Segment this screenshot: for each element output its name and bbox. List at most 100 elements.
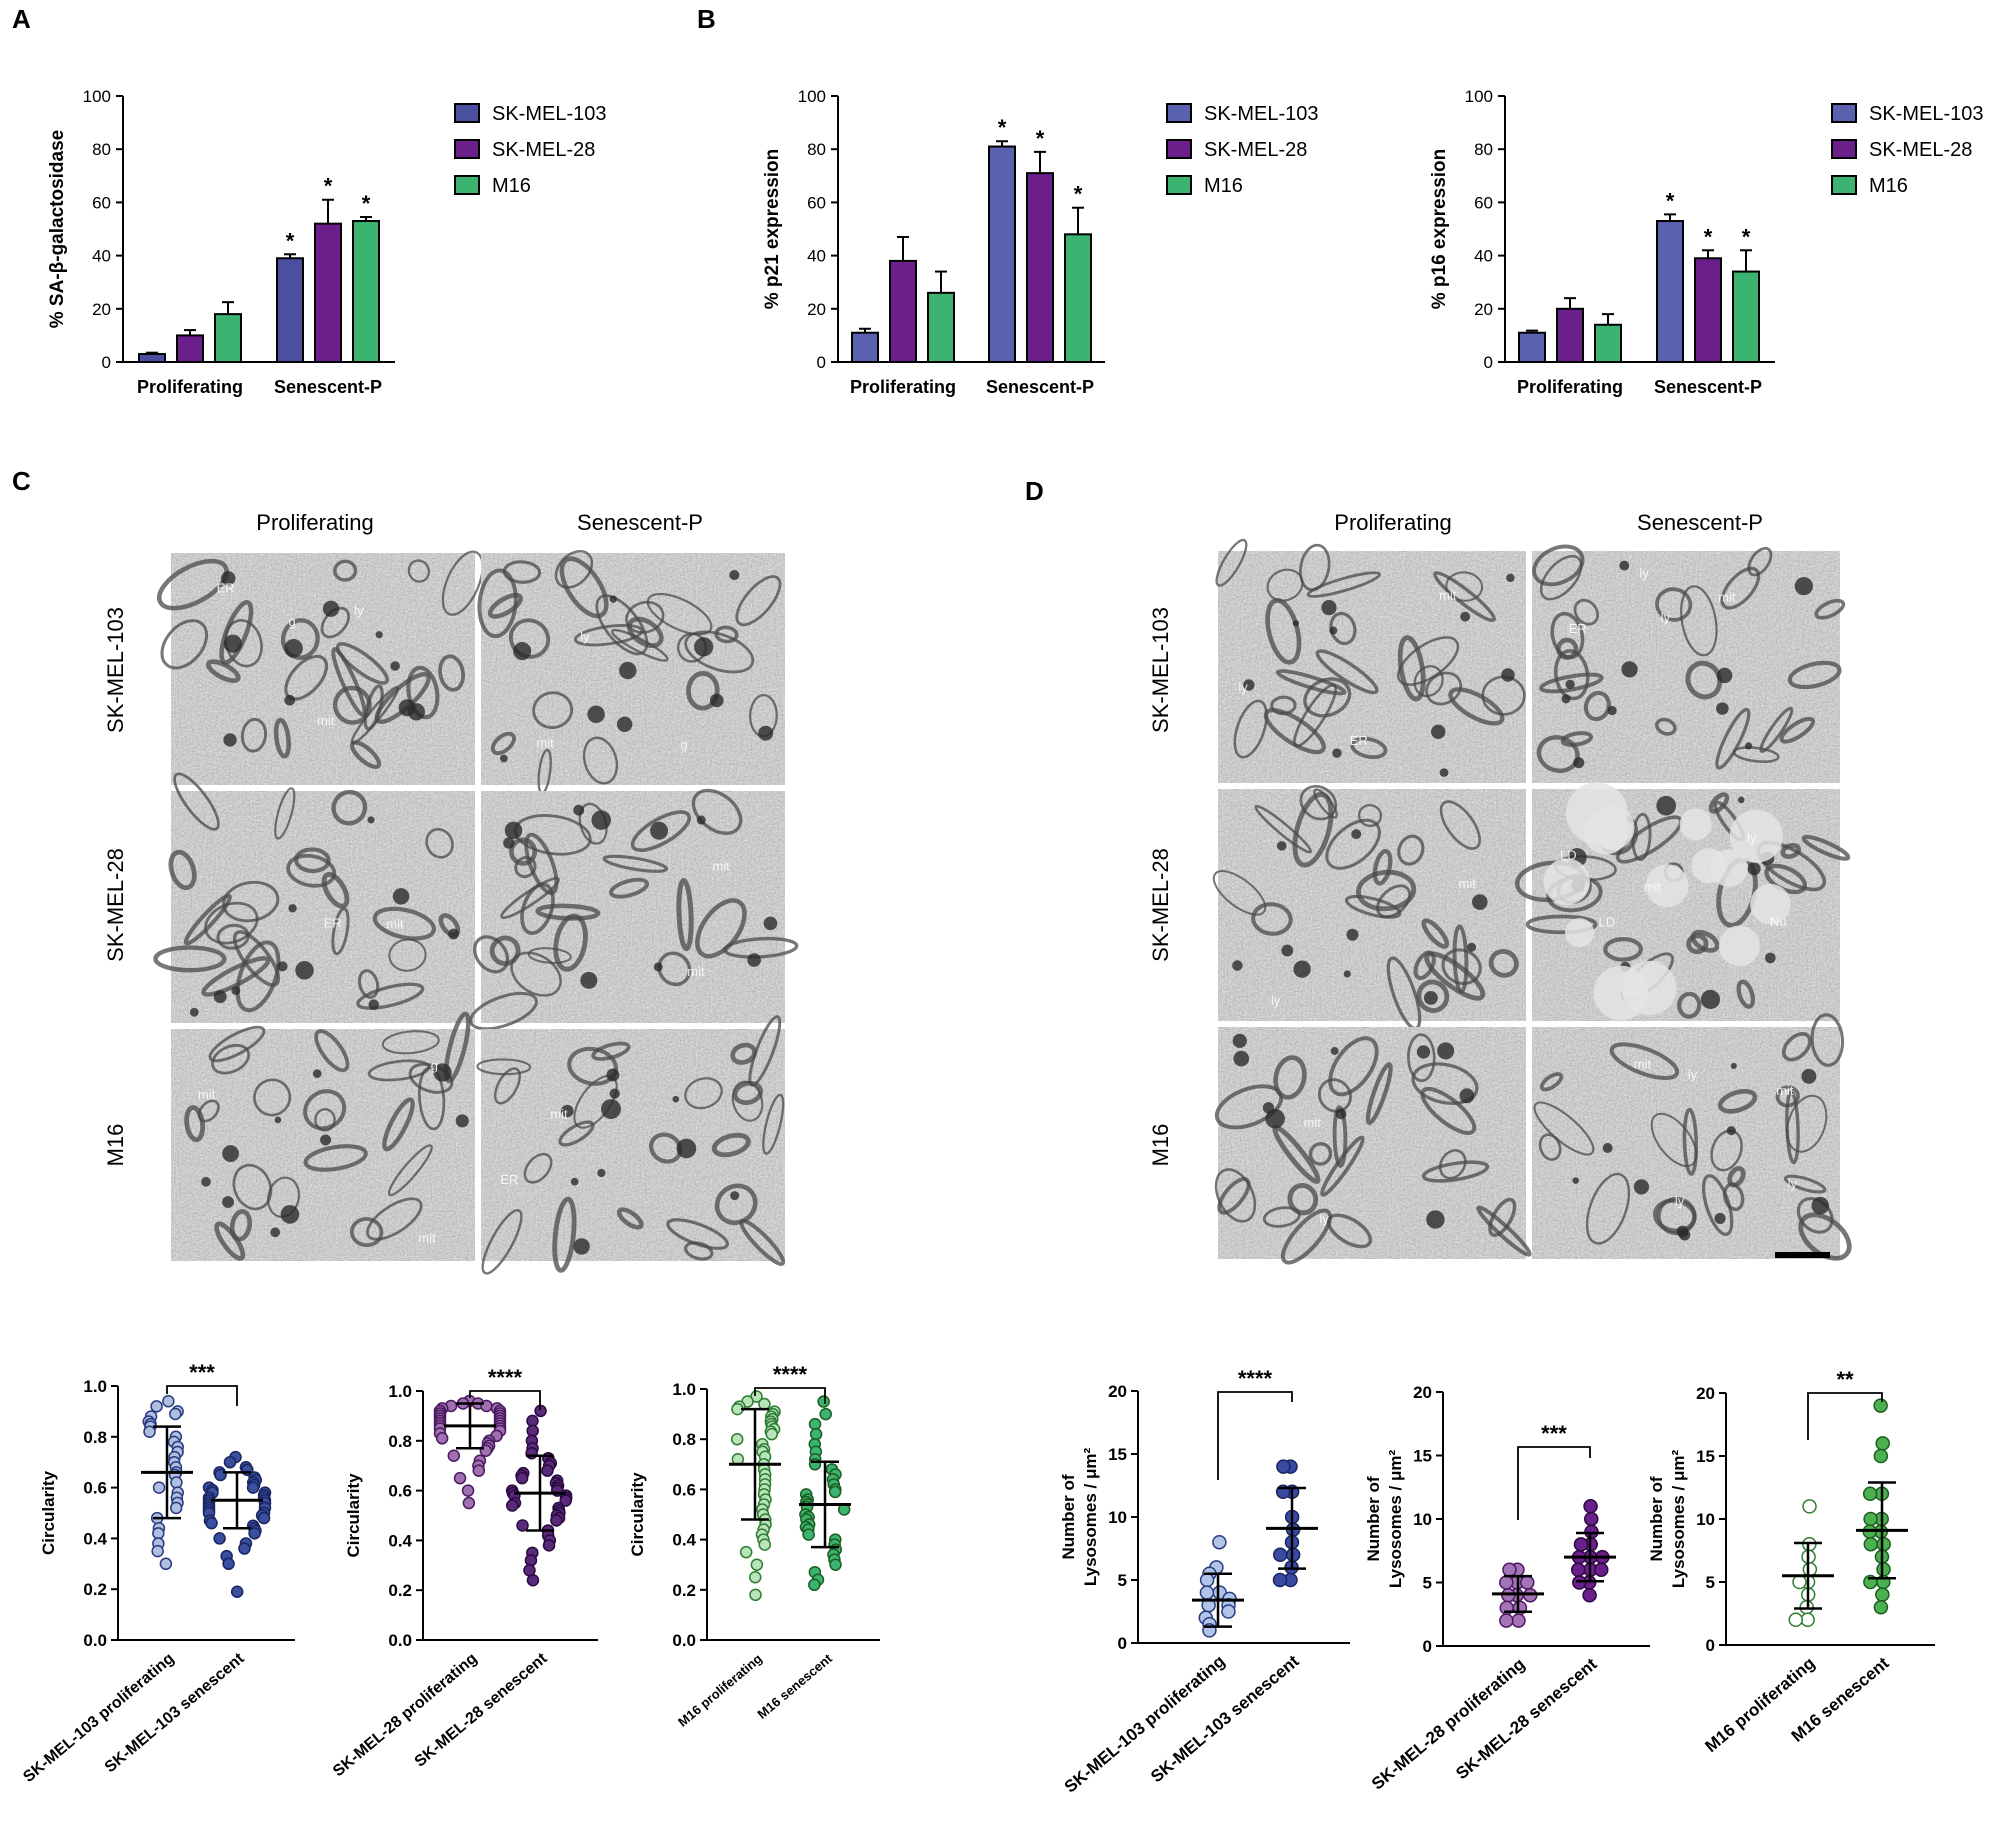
em-dense-body bbox=[1726, 1126, 1736, 1136]
em-dense-body bbox=[591, 810, 612, 830]
em-dense-body bbox=[573, 1238, 590, 1255]
em-organelle bbox=[602, 854, 669, 873]
em-organelle bbox=[356, 982, 425, 1010]
em-dense-body bbox=[1730, 1062, 1737, 1070]
em-dense-body bbox=[499, 754, 508, 763]
data-point bbox=[461, 1484, 475, 1497]
em-organelle bbox=[1655, 717, 1677, 736]
data-point bbox=[1594, 1562, 1609, 1578]
em-organelle bbox=[363, 684, 384, 731]
em-organelle bbox=[280, 618, 320, 660]
significance-bracket bbox=[1807, 1392, 1883, 1440]
em-organelle bbox=[1303, 677, 1352, 718]
bar bbox=[214, 313, 242, 363]
em-dense-body bbox=[1801, 1068, 1817, 1084]
y-tick-label: 20 bbox=[92, 300, 111, 319]
em-lipid-droplet bbox=[1564, 918, 1595, 948]
em-micrograph: ly mit bbox=[1214, 1027, 1532, 1265]
em-dense-body bbox=[221, 571, 236, 586]
y-tick-label: 15 bbox=[1696, 1447, 1715, 1466]
em-organelle bbox=[1265, 598, 1302, 665]
significance-mark: * bbox=[998, 115, 1007, 140]
em-dense-body bbox=[277, 961, 288, 972]
em-organelle bbox=[616, 1207, 644, 1230]
em-annotation: mit bbox=[1634, 1057, 1652, 1072]
y-axis-label: Circularity bbox=[344, 1473, 363, 1558]
em-organelle bbox=[731, 1080, 764, 1122]
significance-bracket bbox=[469, 1390, 541, 1410]
data-point bbox=[213, 1532, 226, 1545]
legend-label: M16 bbox=[1869, 175, 1908, 197]
em-dense-body bbox=[730, 1191, 740, 1201]
em-organelle bbox=[1299, 784, 1338, 821]
em-dense-body bbox=[288, 904, 297, 913]
em-dense-body bbox=[609, 1088, 620, 1099]
category-label: SK-MEL-103 proliferating bbox=[20, 1650, 177, 1786]
data-point bbox=[817, 1395, 830, 1408]
em-organelle bbox=[649, 1132, 683, 1164]
em-organelle bbox=[520, 882, 555, 935]
em-micrograph: mit mit bbox=[469, 788, 799, 1031]
em-organelle bbox=[1251, 902, 1293, 936]
y-tick-label: 0.8 bbox=[388, 1432, 412, 1451]
em-organelle bbox=[1720, 566, 1761, 610]
em-dense-body bbox=[1765, 952, 1776, 964]
em-organelle bbox=[591, 1041, 631, 1061]
em-dense-body bbox=[616, 716, 633, 733]
em-dense-body bbox=[392, 888, 410, 905]
data-point bbox=[230, 1585, 244, 1598]
em-organelle bbox=[387, 1144, 433, 1197]
y-tick-label: 15 bbox=[1413, 1447, 1432, 1466]
y-axis-label: % p21 expression bbox=[762, 149, 783, 310]
em-annotation: LD bbox=[1598, 915, 1615, 930]
em-annotation: mit bbox=[418, 1230, 436, 1245]
em-organelle bbox=[274, 787, 296, 840]
legend-swatch bbox=[1831, 103, 1857, 123]
em-organelle bbox=[714, 1183, 758, 1226]
data-point bbox=[526, 1573, 540, 1587]
chart-c-circularity-sk-mel-103: 0.0 0.2 0.4 0.6 0.8 1.0 Circularity SK-MEL-103 … bbox=[20, 1360, 295, 1786]
em-organelle bbox=[1814, 598, 1846, 620]
em-organelle bbox=[1424, 951, 1486, 1001]
em-organelle bbox=[1616, 815, 1683, 864]
y-tick-label: 0.4 bbox=[388, 1531, 412, 1550]
y-tick-label: 5 bbox=[1706, 1573, 1715, 1592]
em-dense-body bbox=[1607, 705, 1617, 716]
em-organelle bbox=[229, 1209, 253, 1242]
em-organelle bbox=[1372, 848, 1393, 886]
y-tick-label: 10 bbox=[1108, 1508, 1127, 1527]
data-point bbox=[159, 1557, 173, 1571]
em-annotation: mit bbox=[687, 964, 705, 979]
em-organelle bbox=[510, 951, 562, 997]
em-annotation: ER bbox=[324, 915, 342, 930]
em-dense-body bbox=[433, 1063, 452, 1082]
em-dense-body bbox=[312, 1069, 322, 1079]
data-point bbox=[1792, 1574, 1807, 1590]
y-axis-label: % p16 expression bbox=[1429, 149, 1450, 310]
em-dense-body bbox=[601, 1099, 621, 1119]
category-label: Senescent-P bbox=[986, 377, 1094, 397]
em-organelle bbox=[553, 913, 588, 972]
data-point bbox=[1873, 1398, 1888, 1413]
em-dense-body bbox=[561, 1104, 574, 1118]
data-point bbox=[152, 1481, 166, 1494]
em-dense-body bbox=[597, 1168, 606, 1178]
em-dense-body bbox=[448, 928, 459, 940]
y-axis-label: % SA-β-galactosidase bbox=[47, 130, 68, 329]
d-row-label-sk-mel-28: SK-MEL-28 bbox=[1148, 848, 1173, 962]
em-annotation: mit bbox=[1304, 1115, 1322, 1130]
y-tick-label: 0 bbox=[1118, 1634, 1127, 1653]
bar bbox=[1518, 331, 1546, 363]
em-organelle bbox=[1280, 1208, 1332, 1265]
legend-label: M16 bbox=[492, 175, 531, 197]
em-organelle bbox=[366, 1197, 423, 1241]
data-point bbox=[749, 1588, 762, 1602]
data-point bbox=[462, 1496, 476, 1510]
em-organelle bbox=[211, 1043, 251, 1075]
em-organelle bbox=[441, 550, 484, 616]
em-annotation: mit bbox=[536, 735, 554, 750]
em-organelle bbox=[235, 940, 281, 1013]
em-organelle bbox=[184, 1105, 206, 1143]
em-organelle bbox=[559, 556, 609, 619]
y-tick-label: 80 bbox=[92, 140, 111, 159]
